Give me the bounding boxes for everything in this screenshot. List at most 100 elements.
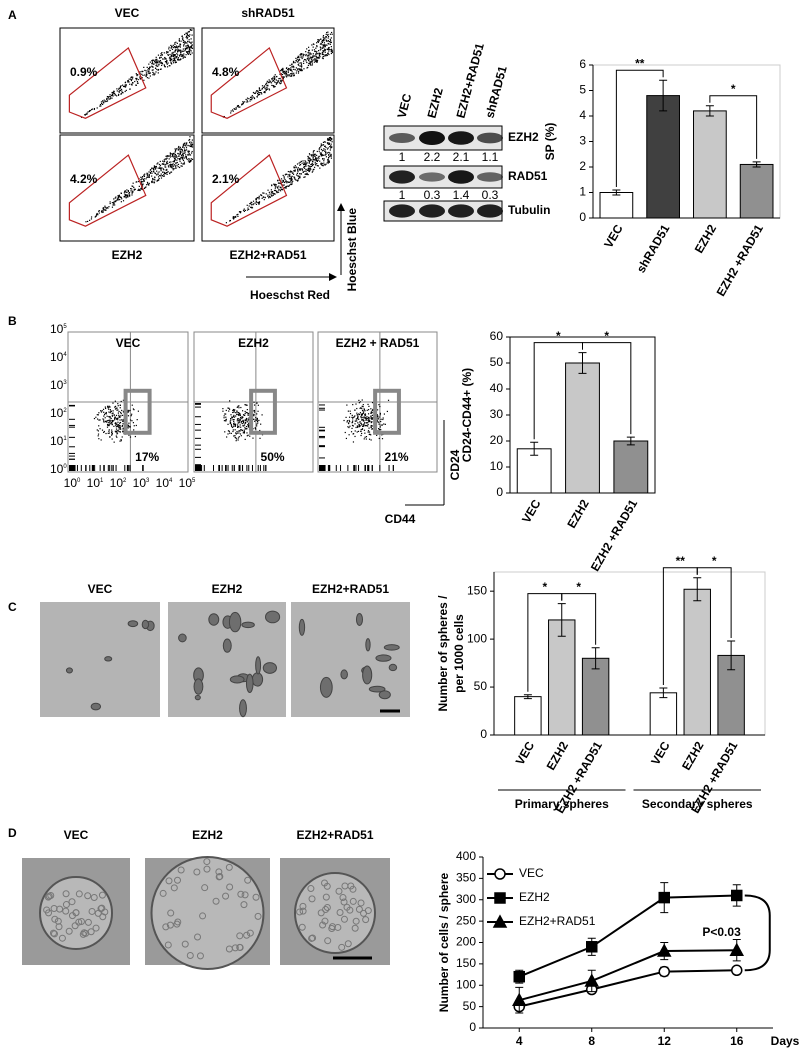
tick-exponent: 3 <box>63 380 67 386</box>
dot <box>365 413 366 414</box>
bar <box>549 620 575 735</box>
dot <box>185 57 186 58</box>
dot <box>136 425 137 426</box>
dot <box>246 426 247 427</box>
sample-label: VEC <box>115 6 140 20</box>
marker <box>586 975 598 986</box>
dot <box>316 45 317 46</box>
sphere <box>389 664 396 670</box>
dot <box>311 61 312 62</box>
dot <box>178 57 179 58</box>
dot <box>321 149 322 150</box>
axis-event <box>69 465 75 471</box>
dot <box>256 201 257 202</box>
dot <box>129 192 130 193</box>
dot <box>363 404 364 405</box>
dot <box>360 401 361 402</box>
dot <box>188 54 189 55</box>
y-tick-label: 200 <box>456 935 476 949</box>
dot <box>99 419 100 420</box>
dot <box>192 159 193 160</box>
dot <box>236 214 237 215</box>
dot <box>324 164 325 165</box>
dot <box>168 47 169 48</box>
dot <box>274 194 275 195</box>
dot <box>237 407 238 408</box>
dot <box>295 167 296 168</box>
dot <box>164 52 165 53</box>
dot <box>238 407 239 408</box>
dot <box>189 51 190 52</box>
dot <box>239 436 240 437</box>
dot <box>319 168 320 169</box>
dot <box>238 439 239 440</box>
dot <box>157 174 158 175</box>
dot <box>299 57 300 58</box>
dot <box>239 106 240 107</box>
dot <box>166 158 167 159</box>
panel-letter: D <box>8 826 17 840</box>
dot <box>118 405 119 406</box>
dot <box>151 173 152 174</box>
dot <box>244 404 245 405</box>
dot <box>259 90 260 91</box>
dot <box>292 71 293 72</box>
dot <box>292 176 293 177</box>
dot <box>284 177 285 178</box>
dot <box>280 79 281 80</box>
dot <box>184 147 185 148</box>
dot <box>352 425 353 426</box>
dot <box>291 66 292 67</box>
legend-label: EZH2 <box>519 890 550 904</box>
dot <box>246 418 247 419</box>
dot <box>142 176 143 177</box>
dot <box>255 417 256 418</box>
dot <box>126 192 127 193</box>
dot <box>148 177 149 178</box>
dot <box>179 40 180 41</box>
dot <box>255 92 256 93</box>
dot <box>356 408 357 409</box>
dot <box>321 155 322 156</box>
axis-event <box>127 465 128 471</box>
dot <box>257 419 258 420</box>
dot <box>182 55 183 56</box>
dot <box>160 169 161 170</box>
dot <box>326 34 327 35</box>
dot <box>314 167 315 168</box>
dot <box>246 412 247 413</box>
dot <box>179 59 180 60</box>
x-tick-label: 103 <box>133 476 150 490</box>
dot <box>131 420 132 421</box>
dot <box>151 63 152 64</box>
dot <box>306 54 307 55</box>
dot <box>177 50 178 51</box>
dot <box>366 436 367 437</box>
dot <box>112 95 113 96</box>
marker <box>495 893 505 903</box>
percent-label: 21% <box>385 450 409 464</box>
dot <box>269 79 270 80</box>
dot <box>298 167 299 168</box>
dot <box>331 32 332 33</box>
dot <box>328 152 329 153</box>
dot <box>380 419 381 420</box>
dot <box>316 53 317 54</box>
bar <box>647 96 680 218</box>
dot <box>258 94 259 95</box>
dot <box>160 55 161 56</box>
axis-event <box>252 465 253 471</box>
axis-event <box>111 465 112 471</box>
dot <box>323 35 324 36</box>
dot <box>174 161 175 162</box>
dot <box>162 172 163 173</box>
significance-label: * <box>576 580 581 594</box>
dot <box>371 411 372 412</box>
percent-label: 0.9% <box>70 65 98 79</box>
dot <box>362 428 363 429</box>
dot <box>161 54 162 55</box>
dot <box>141 74 142 75</box>
dot <box>170 58 171 59</box>
dot <box>360 412 361 413</box>
dot <box>116 433 117 434</box>
